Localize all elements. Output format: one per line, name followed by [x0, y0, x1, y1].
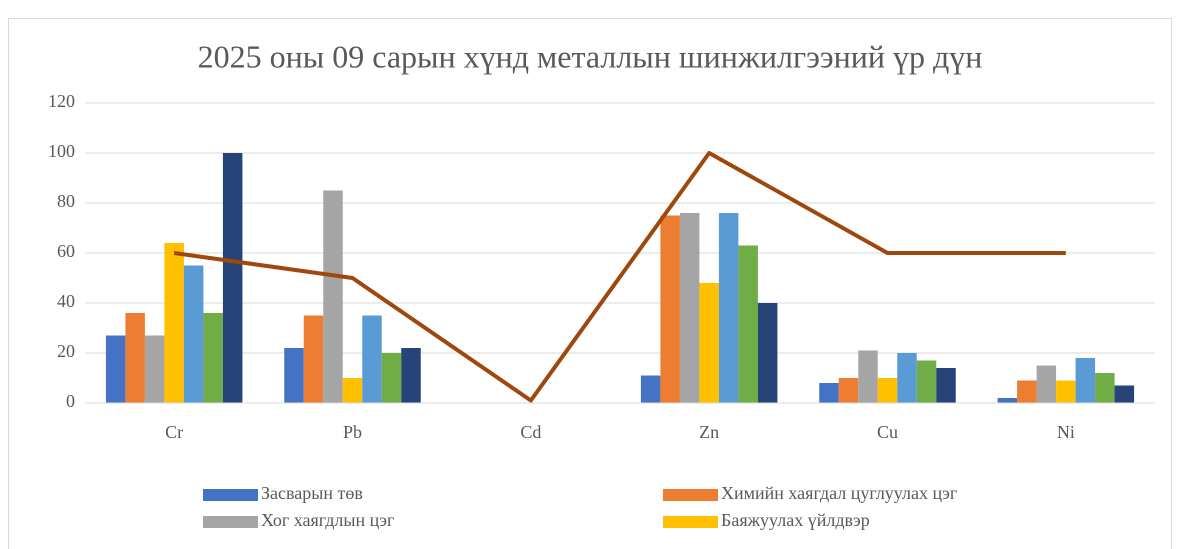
bar [222, 153, 243, 403]
x-tick-label: Cu [877, 422, 898, 442]
legend-swatch [203, 516, 258, 528]
bar [997, 398, 1018, 403]
bar [342, 378, 363, 403]
legend-label: Химийн хаягдал цуглуулах цэг [721, 483, 957, 503]
bar [660, 215, 680, 403]
x-tick-label: Cd [520, 422, 541, 442]
bar [105, 335, 126, 403]
x-tick-label: Cr [165, 422, 183, 442]
legend-swatch [203, 489, 258, 501]
bar [757, 303, 778, 403]
bar [916, 360, 937, 403]
x-tick-label: Zn [699, 422, 719, 442]
bar [1056, 380, 1076, 403]
y-tick-label: 80 [57, 191, 75, 211]
bar [897, 353, 917, 403]
bar [401, 348, 421, 403]
bar [699, 283, 719, 403]
x-tick-label: Pb [343, 422, 362, 442]
bar [362, 315, 382, 403]
bar [679, 213, 700, 403]
legend-swatch [663, 516, 718, 528]
legend-label: Баяжуулах үйлдвэр [721, 510, 870, 530]
bar [284, 348, 304, 403]
bar [1017, 380, 1037, 403]
bar [819, 383, 839, 403]
y-tick-label: 100 [48, 141, 75, 161]
x-tick-label: Ni [1057, 422, 1075, 442]
bar [1114, 385, 1135, 403]
y-tick-label: 60 [57, 241, 75, 261]
bar [183, 265, 204, 403]
bar [877, 378, 898, 403]
bar [738, 245, 758, 403]
y-tick-label: 40 [57, 291, 75, 311]
y-tick-label: 120 [48, 91, 75, 111]
bar [303, 315, 324, 403]
y-tick-label: 0 [66, 391, 75, 411]
bar [838, 378, 859, 403]
bar [1075, 358, 1096, 403]
bar [381, 353, 402, 403]
bar [1036, 365, 1057, 403]
legend-label: Хог хаягдлын цэг [261, 510, 394, 530]
bar [323, 190, 343, 403]
chart-title: 2025 оны 09 сарын хүнд металлын шинжилгэ… [198, 38, 983, 74]
legend-label: Засварын төв [261, 483, 363, 503]
bar [718, 213, 739, 403]
legend-swatch [663, 489, 718, 501]
y-tick-label: 20 [57, 341, 75, 361]
bar [1095, 373, 1115, 403]
bar [125, 313, 145, 403]
bar [203, 313, 223, 403]
bar [640, 375, 661, 403]
bar [858, 350, 878, 403]
line [173, 151, 1066, 403]
bar [164, 243, 184, 403]
bar [936, 368, 956, 403]
bar [144, 335, 165, 403]
